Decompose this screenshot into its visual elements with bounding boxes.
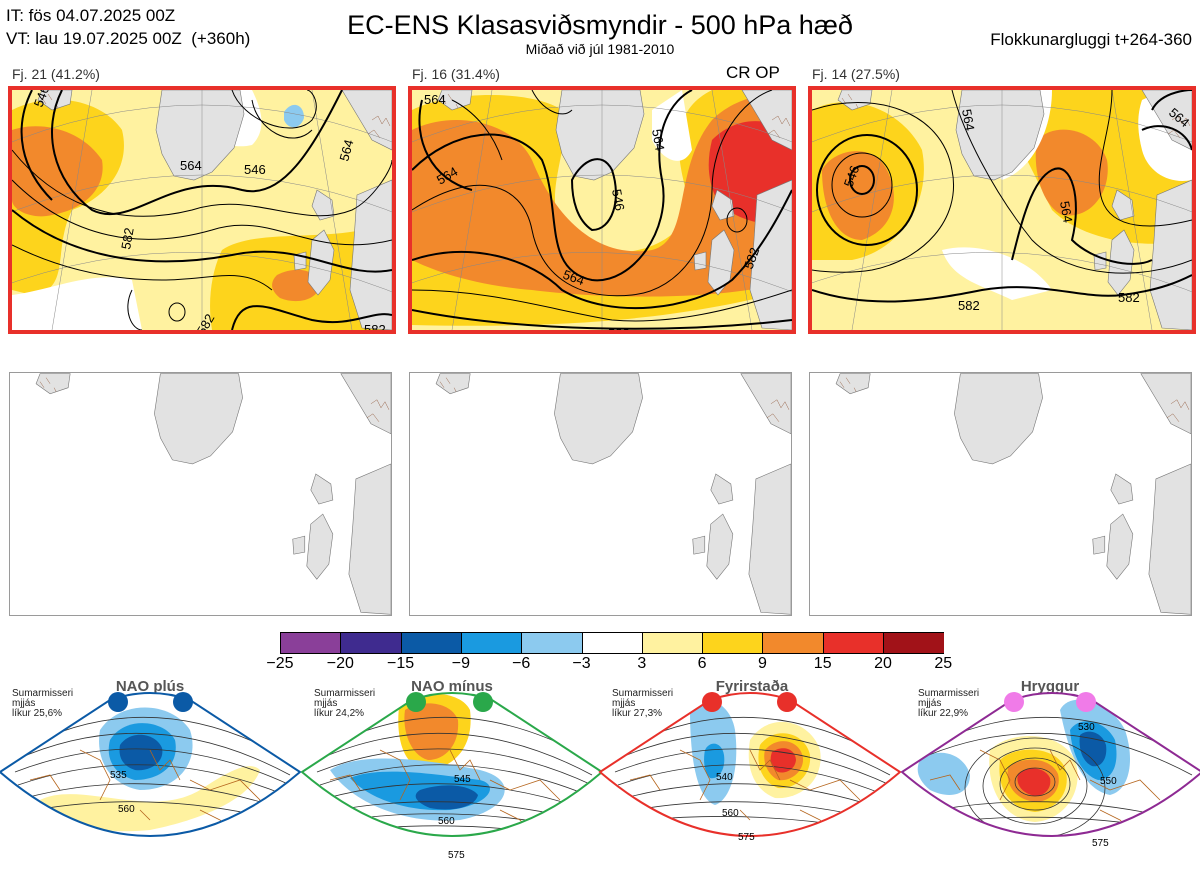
colorbar-tick: 3: [637, 655, 647, 672]
header-run-info: IT: fös 04.07.2025 00Z VT: lau 19.07.2025…: [6, 4, 250, 50]
regime-contour: 560: [722, 808, 739, 819]
colorbar-swatch: [460, 632, 523, 654]
regime-maps: 535 560 545 560 575: [0, 692, 1200, 861]
colorbar-tick: 20: [874, 655, 892, 672]
contour-label: 582: [608, 326, 630, 330]
contour-label: 564: [959, 108, 978, 132]
colorbar-swatch: [280, 632, 342, 654]
contour-label: 564: [561, 267, 587, 289]
cluster-2-map: 564 564 546 564 582 564 582: [408, 86, 796, 334]
colorbar-swatch: [702, 632, 764, 654]
regime-contour: 575: [448, 850, 465, 861]
colorbar-swatch: [641, 632, 704, 654]
regime-contour: 560: [438, 816, 455, 827]
colorbar-tick: 25: [934, 655, 953, 672]
contour-label: 564: [1057, 200, 1076, 224]
regime-1-info: Sumarmisseri mjjás líkur 25,6%: [12, 688, 74, 719]
cluster-3-label: Fj. 14 (27.5%): [812, 66, 900, 82]
regime-3-info: Sumarmisseri mjjás líkur 27,3%: [612, 688, 674, 719]
cluster-3-map: 546 564 582 582 564 564: [808, 86, 1196, 334]
regime-contour: 575: [738, 832, 755, 843]
contour-label: 546: [609, 188, 628, 212]
cluster-2-tag: CR OP: [726, 63, 780, 82]
colorbar-tick: 6: [697, 655, 707, 672]
colorbar-tick: 15: [813, 655, 832, 672]
regime-2-name: NAO mínus: [411, 678, 493, 695]
contour-label: 582: [118, 227, 137, 251]
colorbar-tick: −9: [451, 655, 471, 672]
colorbar-tick: −15: [387, 655, 415, 672]
blank-map-3: [809, 372, 1192, 616]
colorbar-swatch: [581, 632, 643, 654]
contour-label: 546: [244, 162, 266, 177]
contour-label: 564: [336, 138, 356, 163]
blank-map-2: [409, 372, 792, 616]
colorbar-swatch: [521, 632, 583, 654]
colorbar-tick: −20: [326, 655, 354, 672]
colorbar-swatch: [883, 632, 945, 654]
init-time: IT: fös 04.07.2025 00Z: [6, 6, 176, 25]
regime-contour: 540: [716, 772, 733, 783]
contour-label: 564: [649, 128, 668, 152]
regime-contour: 550: [1100, 776, 1117, 787]
colorbar-swatch: [400, 632, 462, 654]
contour-label: 582: [958, 298, 980, 313]
contour-label: 564: [424, 92, 446, 107]
regime-contour: 545: [454, 774, 471, 785]
cluster-2-label: Fj. 16 (31.4%): [412, 66, 500, 82]
regime-contour: 560: [118, 804, 135, 815]
colorbar-tick: −6: [512, 655, 531, 672]
contour-label: 546: [841, 164, 863, 190]
regime-3-map: 540 560 575: [598, 692, 902, 843]
contour-label: 582: [741, 246, 763, 272]
colorbar-swatch: [822, 632, 884, 654]
classification-window: Flokkunargluggi t+264-360: [990, 30, 1192, 49]
regime-contour: 535: [110, 770, 127, 781]
regime-2-map: 545 560 575: [300, 692, 604, 861]
regime-4-map: 530 550 575: [900, 692, 1200, 849]
cluster-1-map: 546 564 546 582 582 582 564: [8, 86, 396, 334]
page-subtitle: Miðað við júl 1981-2010: [525, 41, 675, 57]
colorbar-swatch: [762, 632, 824, 654]
contour-label: 582: [364, 322, 386, 330]
contour-label: 582: [1118, 290, 1140, 305]
valid-time: VT: lau 19.07.2025 00Z (+360h): [6, 29, 251, 48]
cluster-1-label: Fj. 21 (41.2%): [12, 66, 100, 82]
regime-4-name: Hryggur: [1020, 678, 1080, 695]
regime-4-info: Sumarmisseri mjjás líkur 22,9%: [918, 688, 980, 719]
blank-map-1: [9, 372, 392, 616]
regime-1-name: NAO plús: [115, 678, 185, 695]
contour-label: 564: [180, 158, 202, 173]
colorbar-tick: 9: [757, 655, 767, 672]
regime-1-map: 535 560: [0, 692, 302, 837]
colorbar-swatch: [340, 632, 402, 654]
regime-3-name: Fyrirstaða: [715, 678, 789, 695]
regime-2-info: Sumarmisseri mjjás líkur 24,2%: [314, 688, 376, 719]
colorbar-tick: −3: [572, 655, 591, 672]
page-title: EC-ENS Klasasviðsmyndir - 500 hPa hæð: [347, 10, 853, 40]
colorbar-tick: −25: [266, 655, 294, 672]
regime-contour: 530: [1078, 722, 1095, 733]
regime-contour: 575: [1092, 838, 1109, 849]
